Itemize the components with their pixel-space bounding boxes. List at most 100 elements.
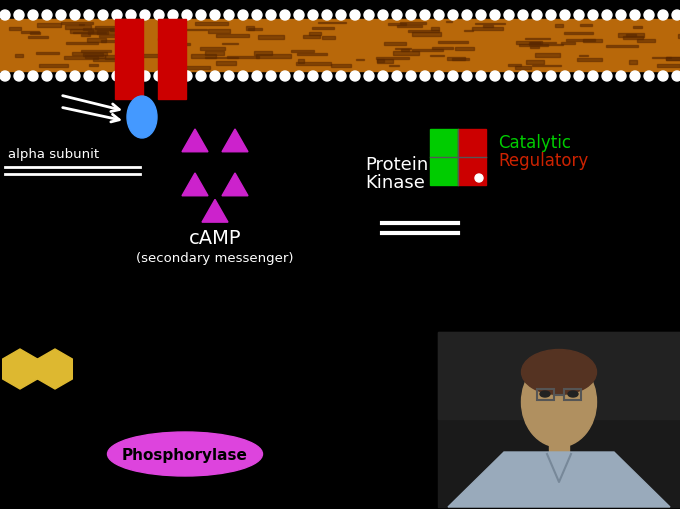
Bar (200, 47, 224, 51)
Bar (296, 63, 330, 66)
Bar (36, 53, 59, 55)
Bar (356, 60, 364, 62)
Circle shape (616, 72, 626, 82)
Bar (397, 26, 422, 28)
Circle shape (98, 11, 108, 21)
Bar (525, 39, 550, 40)
Circle shape (322, 11, 332, 21)
Text: Catalytic: Catalytic (498, 134, 571, 152)
Circle shape (182, 11, 192, 21)
Circle shape (644, 11, 654, 21)
Bar (618, 34, 644, 38)
Bar (516, 42, 543, 45)
Polygon shape (182, 130, 208, 153)
Circle shape (560, 11, 570, 21)
Bar (532, 65, 561, 67)
Bar (78, 24, 84, 26)
Bar (85, 56, 105, 59)
Circle shape (392, 72, 402, 82)
Circle shape (475, 175, 483, 183)
Bar (549, 440, 569, 460)
Bar (248, 29, 262, 31)
Circle shape (462, 72, 472, 82)
Bar (72, 52, 107, 55)
Circle shape (70, 72, 80, 82)
Bar (430, 55, 444, 58)
Circle shape (336, 11, 346, 21)
Circle shape (126, 11, 136, 21)
Bar (158, 20, 186, 100)
Bar (318, 23, 346, 24)
Circle shape (420, 11, 430, 21)
Circle shape (154, 72, 164, 82)
Circle shape (434, 11, 444, 21)
Bar (93, 59, 127, 62)
Bar (458, 130, 486, 158)
Bar (312, 29, 334, 30)
Ellipse shape (127, 97, 157, 139)
Bar (80, 51, 111, 52)
Bar (508, 65, 521, 67)
Bar (438, 42, 468, 44)
Circle shape (560, 72, 570, 82)
Text: Regulatory: Regulatory (498, 152, 588, 169)
Circle shape (42, 11, 52, 21)
Circle shape (112, 11, 122, 21)
Circle shape (84, 11, 94, 21)
Circle shape (28, 11, 38, 21)
Bar (483, 26, 493, 27)
Bar (393, 52, 419, 55)
Bar (454, 48, 474, 51)
Bar (412, 50, 443, 52)
Bar (526, 62, 545, 65)
Circle shape (210, 11, 220, 21)
Circle shape (336, 72, 346, 82)
Circle shape (546, 72, 556, 82)
Bar (97, 31, 126, 35)
Circle shape (42, 72, 52, 82)
Bar (158, 39, 174, 41)
Circle shape (448, 72, 458, 82)
Circle shape (546, 11, 556, 21)
Circle shape (630, 11, 640, 21)
Bar (535, 54, 560, 58)
Circle shape (0, 72, 10, 82)
Bar (377, 60, 384, 63)
Circle shape (672, 72, 680, 82)
Bar (430, 158, 458, 186)
Circle shape (616, 11, 626, 21)
Circle shape (588, 11, 598, 21)
Circle shape (210, 72, 220, 82)
Circle shape (252, 11, 262, 21)
Circle shape (392, 11, 402, 21)
Circle shape (238, 72, 248, 82)
Bar (216, 62, 237, 66)
Polygon shape (222, 174, 248, 196)
Bar (629, 61, 637, 64)
Bar (431, 29, 439, 31)
Circle shape (126, 72, 136, 82)
Bar (412, 33, 441, 37)
Circle shape (476, 72, 486, 82)
Circle shape (224, 11, 234, 21)
Ellipse shape (522, 350, 596, 394)
Bar (64, 57, 99, 60)
Circle shape (350, 11, 360, 21)
Circle shape (406, 72, 416, 82)
Bar (99, 36, 129, 38)
Circle shape (196, 11, 206, 21)
Bar (623, 37, 643, 40)
Polygon shape (202, 200, 228, 223)
Circle shape (364, 72, 374, 82)
Bar (377, 60, 394, 64)
Circle shape (28, 72, 38, 82)
Bar (438, 332, 680, 507)
Circle shape (266, 72, 276, 82)
Bar (246, 27, 254, 31)
Bar (666, 58, 680, 61)
Circle shape (532, 11, 542, 21)
Bar (331, 65, 351, 68)
Ellipse shape (522, 357, 596, 447)
Bar (520, 45, 549, 47)
Bar (299, 60, 304, 64)
